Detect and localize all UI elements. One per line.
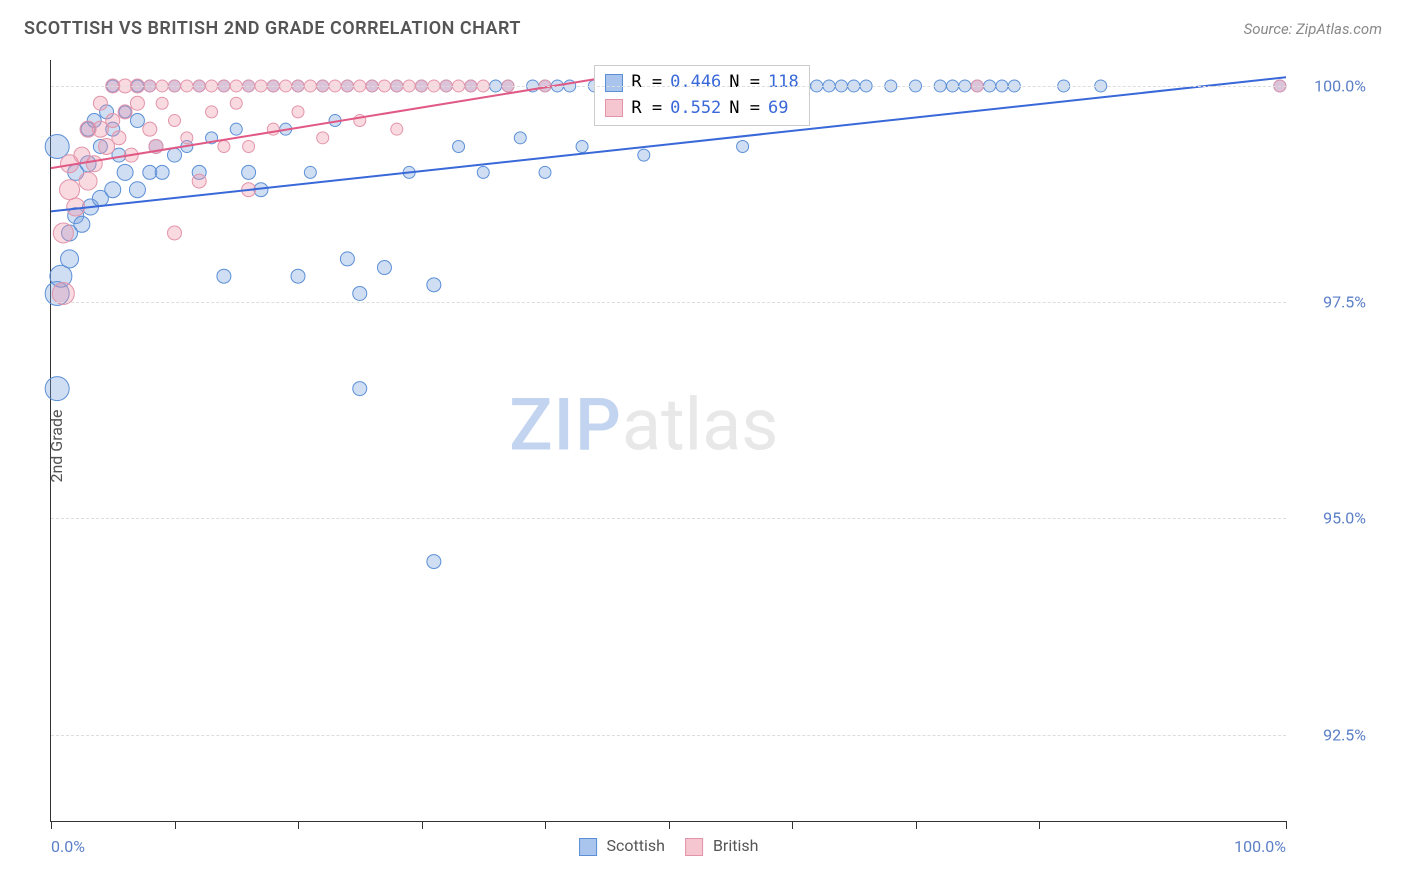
- source-label: Source: ZipAtlas.com: [1244, 20, 1382, 38]
- bottom-legend: Scottish British: [579, 836, 759, 856]
- y-tick-label: 92.5%: [1323, 725, 1366, 744]
- x-max-label: 100.0%: [1234, 837, 1286, 856]
- legend-british: British: [685, 836, 758, 856]
- plot-area: ZIPatlas R = 0.446 N = 118 R = 0.552 N =…: [50, 60, 1286, 822]
- legend-scottish: Scottish: [579, 836, 665, 856]
- chart-container: SCOTTISH VS BRITISH 2ND GRADE CORRELATIO…: [0, 0, 1406, 892]
- y-tick-label: 95.0%: [1323, 509, 1366, 528]
- scatter-svg: [51, 60, 1286, 821]
- legend-swatch-british: [685, 838, 703, 856]
- x-min-label: 0.0%: [51, 837, 85, 856]
- legend-swatch-scottish: [579, 838, 597, 856]
- info-swatch-british: [605, 99, 623, 117]
- y-tick-label: 100.0%: [1314, 76, 1366, 95]
- info-row-scottish: R = 0.446 N = 118: [605, 70, 798, 96]
- info-row-british: R = 0.552 N = 69: [605, 96, 798, 122]
- correlation-info-box: R = 0.446 N = 118 R = 0.552 N = 69: [594, 65, 809, 126]
- chart-title: SCOTTISH VS BRITISH 2ND GRADE CORRELATIO…: [24, 18, 521, 39]
- y-tick-label: 97.5%: [1323, 293, 1366, 312]
- info-swatch-scottish: [605, 74, 623, 92]
